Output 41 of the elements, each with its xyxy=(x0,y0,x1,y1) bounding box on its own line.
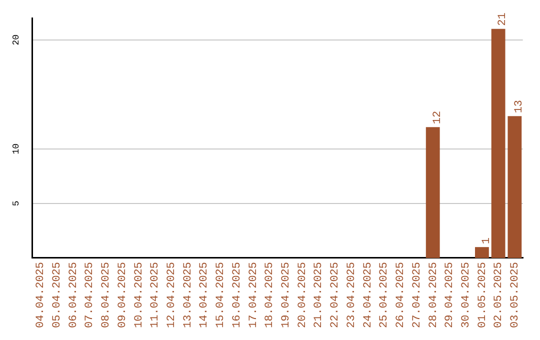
x-tick-label: 21.04.2025 xyxy=(313,262,326,328)
x-tick-label: 05.04.2025 xyxy=(51,262,64,328)
x-tick-label: 17.04.2025 xyxy=(248,262,260,328)
bar xyxy=(508,116,522,258)
data-label: 21 xyxy=(497,12,510,26)
x-tick-label: 14.04.2025 xyxy=(198,262,211,328)
x-tick-label: 15.04.2025 xyxy=(215,262,228,328)
x-tick-label: 30.04.2025 xyxy=(460,262,472,328)
x-tick-label: 22.04.2025 xyxy=(330,262,342,328)
x-tick-label: 03.05.2025 xyxy=(510,262,522,328)
x-tick-label: 13.04.2025 xyxy=(182,262,194,328)
x-tick-label: 04.04.2025 xyxy=(35,262,48,328)
bar xyxy=(491,28,506,258)
x-tick-label: 11.04.2025 xyxy=(150,262,162,328)
x-tick-label: 08.04.2025 xyxy=(100,262,113,328)
y-tick-label: 5 xyxy=(11,200,22,206)
x-tick-label: 24.04.2025 xyxy=(362,262,374,328)
x-tick-label: 09.04.2025 xyxy=(116,262,129,328)
x-tick-label: 23.04.2025 xyxy=(346,262,358,328)
x-tick-label: 07.04.2025 xyxy=(84,262,96,328)
x-tick-label: 29.04.2025 xyxy=(444,262,456,328)
x-tick-label: 25.04.2025 xyxy=(378,262,391,328)
data-label: 12 xyxy=(432,110,444,124)
x-tick-label: 06.04.2025 xyxy=(68,262,80,328)
x-tick-label: 16.04.2025 xyxy=(231,262,244,328)
y-tick-label: 10 xyxy=(11,143,22,154)
data-label: 13 xyxy=(514,100,526,114)
y-tick-label: 20 xyxy=(11,34,22,46)
x-tick-label: 20.04.2025 xyxy=(296,262,309,328)
x-tick-label: 19.04.2025 xyxy=(280,262,293,328)
bar xyxy=(474,247,489,258)
x-tick-label: 10.04.2025 xyxy=(133,262,146,328)
x-tick-label: 02.05.2025 xyxy=(493,262,506,328)
x-tick-label: 26.04.2025 xyxy=(395,262,408,328)
data-label: 1 xyxy=(480,237,493,244)
x-tick-label: 28.04.2025 xyxy=(428,262,440,328)
x-tick-label: 01.05.2025 xyxy=(476,262,489,328)
x-tick-label: 12.04.2025 xyxy=(166,262,178,328)
bar xyxy=(426,127,440,258)
x-tick-label: 27.04.2025 xyxy=(411,262,424,328)
x-tick-label: 18.04.2025 xyxy=(264,262,276,328)
